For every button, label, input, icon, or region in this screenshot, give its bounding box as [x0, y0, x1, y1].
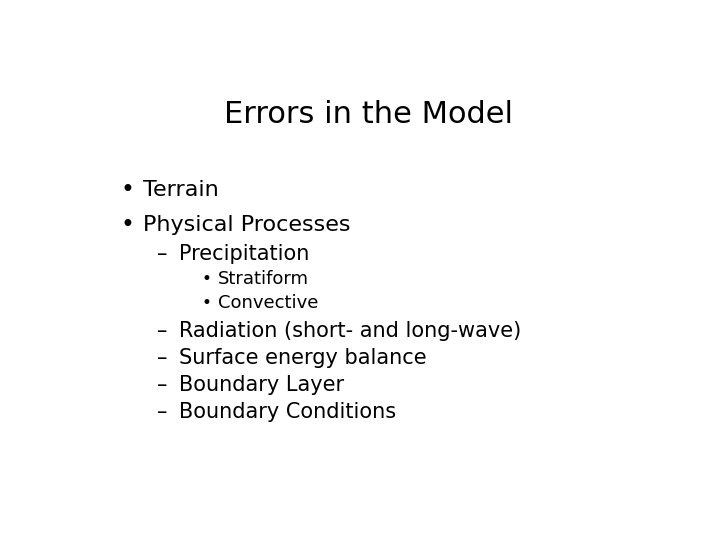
Text: Convective: Convective — [218, 294, 319, 312]
Text: Physical Processes: Physical Processes — [143, 215, 351, 235]
Text: Boundary Layer: Boundary Layer — [179, 375, 344, 395]
Text: –: – — [157, 321, 167, 341]
Text: Errors in the Model: Errors in the Model — [225, 100, 513, 129]
Text: Terrain: Terrain — [143, 179, 219, 200]
Text: –: – — [157, 348, 167, 368]
Text: Stratiform: Stratiform — [218, 270, 310, 288]
Text: Radiation (short- and long-wave): Radiation (short- and long-wave) — [179, 321, 521, 341]
Text: –: – — [157, 402, 167, 422]
Text: •: • — [202, 270, 212, 288]
Text: –: – — [157, 375, 167, 395]
Text: Surface energy balance: Surface energy balance — [179, 348, 427, 368]
Text: •: • — [121, 178, 135, 201]
Text: Boundary Conditions: Boundary Conditions — [179, 402, 397, 422]
Text: Precipitation: Precipitation — [179, 244, 310, 264]
Text: •: • — [121, 213, 135, 237]
Text: •: • — [202, 294, 212, 312]
Text: –: – — [157, 244, 167, 264]
